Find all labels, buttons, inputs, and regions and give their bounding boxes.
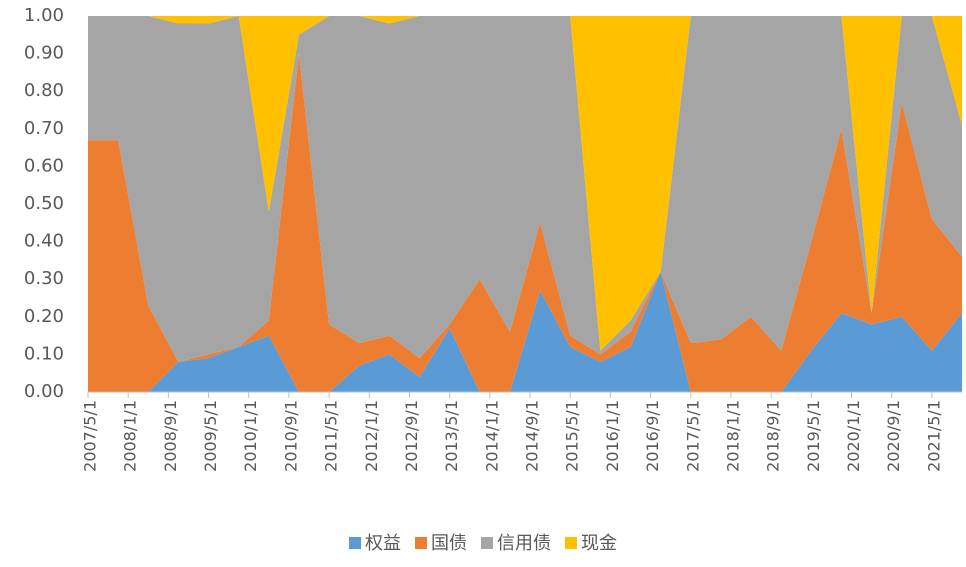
x-tick-label: 2011/5/1 bbox=[322, 400, 341, 472]
x-tick-label: 2008/9/1 bbox=[161, 400, 180, 472]
x-tick-label: 2008/1/1 bbox=[121, 400, 140, 472]
x-tick-label: 2015/5/1 bbox=[563, 400, 582, 472]
x-tick-label: 2016/9/1 bbox=[643, 400, 662, 472]
legend-label: 信用债 bbox=[497, 533, 551, 554]
x-tick-label: 2014/9/1 bbox=[523, 400, 542, 472]
x-tick-label: 2010/1/1 bbox=[241, 400, 260, 472]
y-tick-label: 0.90 bbox=[24, 43, 64, 64]
y-tick-label: 0.80 bbox=[24, 80, 64, 101]
legend-swatch bbox=[481, 537, 493, 549]
area bbox=[88, 16, 962, 362]
legend-swatch bbox=[349, 537, 361, 549]
x-tick-label: 2018/1/1 bbox=[723, 400, 742, 472]
x-tick-label: 2019/5/1 bbox=[804, 400, 823, 472]
legend-label: 现金 bbox=[581, 533, 617, 554]
x-tick-label: 2012/1/1 bbox=[362, 400, 381, 472]
x-tick-label: 2007/5/1 bbox=[81, 400, 100, 472]
y-tick-label: 0.50 bbox=[24, 193, 64, 214]
x-tick-label: 2013/5/1 bbox=[442, 400, 461, 472]
x-tick-label: 2020/1/1 bbox=[844, 400, 863, 472]
x-tick-label: 2017/5/1 bbox=[683, 400, 702, 472]
legend-swatch bbox=[565, 537, 577, 549]
y-tick-label: 0.20 bbox=[24, 306, 64, 327]
x-tick-label: 2014/1/1 bbox=[482, 400, 501, 472]
legend-label: 国债 bbox=[431, 533, 467, 554]
legend-label: 权益 bbox=[365, 533, 401, 554]
x-tick-label: 2020/9/1 bbox=[884, 400, 903, 472]
legend: 权益 国债 信用债 现金 bbox=[349, 533, 617, 554]
area bbox=[88, 271, 962, 392]
x-tick-label: 2009/5/1 bbox=[201, 400, 220, 472]
y-tick-label: 0.60 bbox=[24, 155, 64, 176]
x-tick-label: 2012/9/1 bbox=[402, 400, 421, 472]
area bbox=[88, 53, 962, 392]
y-tick-label: 0.10 bbox=[24, 343, 64, 364]
y-tick-label: 0.40 bbox=[24, 231, 64, 252]
legend-swatch bbox=[415, 537, 427, 549]
x-tick-label: 2018/9/1 bbox=[764, 400, 783, 472]
y-tick-label: 0.70 bbox=[24, 118, 64, 139]
y-tick-label: 1.00 bbox=[24, 5, 64, 26]
y-tick-label: 0.30 bbox=[24, 268, 64, 289]
x-tick-label: 2010/9/1 bbox=[281, 400, 300, 472]
y-tick-label: 0.00 bbox=[24, 381, 64, 402]
x-tick-label: 2021/5/1 bbox=[924, 400, 943, 472]
area bbox=[88, 16, 962, 351]
x-tick-label: 2016/1/1 bbox=[603, 400, 622, 472]
